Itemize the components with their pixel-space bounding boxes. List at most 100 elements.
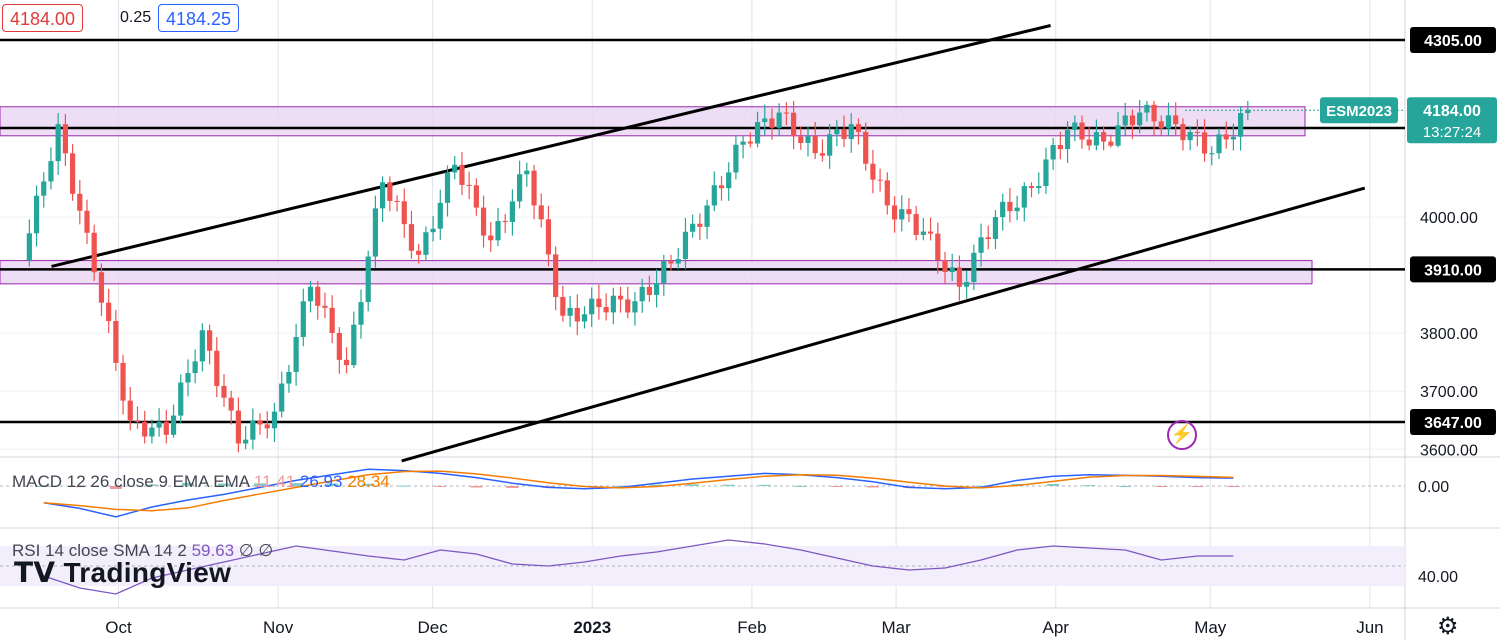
candle-body (163, 421, 169, 435)
candle-body (1216, 134, 1222, 154)
tradingview-logo[interactable]: 𝗧𝗩 TradingView (14, 556, 231, 589)
candle-body (935, 233, 941, 261)
ask-price-box[interactable]: 4184.25 (158, 4, 240, 32)
level-price-tag (1410, 409, 1496, 435)
rsi-pane (0, 539, 1405, 595)
candle-body (668, 261, 674, 264)
candle-body (718, 185, 725, 189)
macd-histogram-bar (73, 486, 86, 488)
candle-body (531, 170, 537, 206)
macd-histogram-bar (758, 484, 771, 486)
candle-body (1000, 201, 1006, 218)
candle-body (480, 207, 487, 236)
candle-body (300, 301, 306, 338)
candle-body (985, 237, 991, 240)
candle-body (1014, 207, 1020, 212)
candle-body (243, 439, 249, 444)
gear-icon[interactable]: ⚙ (1437, 613, 1459, 640)
candle-body (1086, 139, 1092, 146)
candle-body (91, 232, 97, 273)
candle-body (1064, 129, 1071, 150)
macd-legend[interactable]: MACD 12 26 close 9 EMA EMA 11.41 26.93 2… (12, 472, 390, 492)
rsi-extra-1: ∅ (238, 541, 254, 560)
candle-body (106, 302, 112, 321)
x-tick-label: Nov (263, 618, 294, 637)
price-axis[interactable]: 4000.00 3800.00 3700.00 3600.00 0.00 40.00 (1418, 210, 1478, 586)
candle-body (1028, 186, 1035, 189)
candle-body (1137, 112, 1143, 126)
x-tick-label: Jun (1356, 618, 1383, 637)
candle-body (1057, 144, 1063, 150)
candle-body (581, 314, 588, 322)
candle-body (589, 298, 595, 315)
candle-body (185, 373, 191, 383)
candle-body (740, 141, 746, 145)
level-price-label: 4305.00 (1424, 33, 1482, 50)
candle-body (848, 124, 854, 140)
macd-histogram-bar (362, 483, 375, 486)
x-tick-label: Oct (105, 618, 132, 637)
macd-histogram-bar (794, 486, 807, 487)
macd-axis-label: 0.00 (1418, 479, 1449, 496)
candle-body (214, 350, 220, 386)
candle-body (754, 122, 761, 144)
macd-histogram-bar (650, 484, 663, 486)
candle-body (798, 136, 804, 143)
candle-body (675, 259, 681, 264)
candle-body (279, 383, 285, 412)
macd-histogram-bar (109, 486, 122, 489)
macd-label: MACD 12 26 close 9 EMA EMA (12, 472, 250, 491)
candle-body (632, 301, 638, 313)
candle-body (26, 233, 32, 261)
x-tick-label: Apr (1043, 618, 1070, 637)
candle-body (1201, 132, 1208, 154)
lightning-icon[interactable]: ⚡ (1167, 420, 1197, 450)
macd-pane (0, 468, 1405, 518)
level-price-tag (1410, 27, 1496, 53)
candle-body (1036, 186, 1042, 189)
candle-body (992, 217, 999, 240)
macd-hidden-value: 11.41 (253, 472, 296, 491)
candle-body (654, 283, 660, 295)
trend-channel (51, 24, 1366, 463)
candle-body (733, 144, 739, 173)
bid-price-box[interactable]: 4184.00 (2, 4, 84, 32)
rsi-label: RSI 14 close SMA 14 2 (12, 541, 187, 560)
candle-body (84, 210, 90, 233)
spread-value: 0.25 (120, 4, 152, 32)
candle-body (1108, 141, 1114, 146)
candle-body (416, 250, 422, 255)
x-tick-label: Feb (737, 618, 766, 637)
candle-body (48, 161, 54, 182)
candle-body (207, 330, 213, 351)
candle-body (899, 209, 905, 220)
candle-body (783, 112, 789, 114)
candle-body (805, 135, 811, 143)
candle-body (1238, 113, 1244, 137)
candle-body (401, 201, 407, 225)
candle-body (423, 232, 429, 255)
candle-body (964, 282, 970, 287)
candle-body (553, 254, 559, 297)
macd-histogram-bar (830, 486, 843, 487)
candle-body (524, 170, 530, 175)
x-tick-label: Dec (417, 618, 448, 637)
time-axis[interactable]: Oct Nov Dec 2023 Feb Mar Apr May Jun (105, 618, 1383, 637)
candle-body (574, 307, 580, 322)
candle-body (726, 172, 732, 189)
rsi-legend[interactable]: RSI 14 close SMA 14 2 59.63 ∅ ∅ (12, 541, 273, 561)
rsi-extra-2: ∅ (258, 541, 274, 560)
candle-body (55, 124, 61, 162)
candle-body (343, 359, 350, 366)
candle-body (1129, 115, 1136, 126)
candle-body (711, 185, 717, 206)
candle-body (134, 420, 141, 422)
candle-body (473, 185, 479, 208)
candle-body (891, 205, 898, 220)
candle-body (70, 153, 76, 194)
y-tick-label: 3800.00 (1420, 326, 1478, 343)
signal-value: 28.34 (347, 472, 390, 491)
candle-body (949, 267, 955, 273)
rsi-axis-label: 40.00 (1418, 569, 1458, 586)
